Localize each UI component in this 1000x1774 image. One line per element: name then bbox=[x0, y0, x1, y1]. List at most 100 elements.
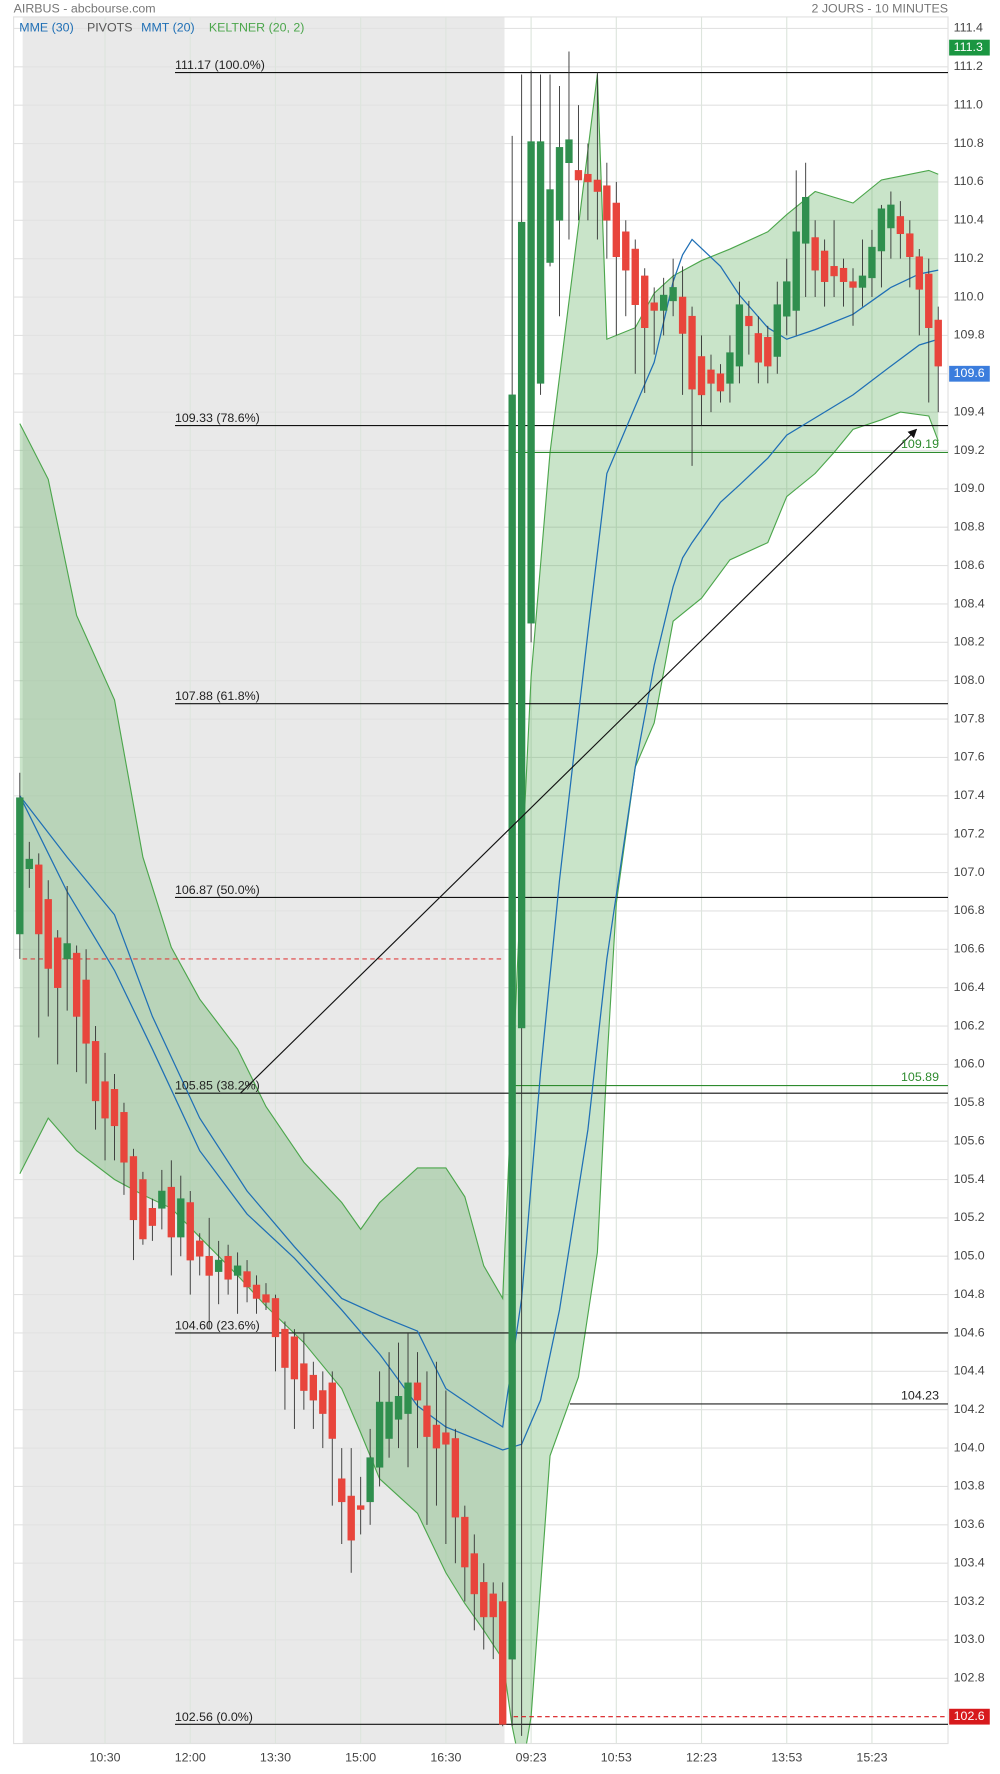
x-tick-label: 12:23 bbox=[686, 1750, 717, 1764]
y-tick-label: 108.4 bbox=[954, 596, 985, 610]
candle-body bbox=[754, 333, 763, 363]
price-badge bbox=[949, 39, 990, 56]
y-tick-label: 106.0 bbox=[954, 1057, 985, 1071]
y-tick-label: 104.6 bbox=[954, 1325, 985, 1339]
candle-body bbox=[224, 1255, 232, 1280]
candle-body bbox=[631, 248, 639, 305]
candle-body bbox=[811, 237, 819, 271]
y-tick-label: 109.8 bbox=[954, 328, 985, 342]
y-tick-label: 108.8 bbox=[954, 520, 985, 534]
candle-body bbox=[442, 1432, 450, 1445]
candle-body bbox=[603, 185, 611, 221]
candle-body bbox=[300, 1363, 308, 1391]
y-tick-label: 103.4 bbox=[954, 1555, 985, 1569]
candle-body bbox=[366, 1457, 374, 1503]
fibonacci-label: 104.60 (23.6%) bbox=[175, 1318, 260, 1332]
y-tick-label: 104.8 bbox=[954, 1287, 985, 1301]
candle-body bbox=[404, 1382, 412, 1414]
candle-body bbox=[290, 1336, 299, 1380]
y-tick-label: 104.2 bbox=[954, 1402, 985, 1416]
y-tick-label: 105.2 bbox=[954, 1210, 985, 1224]
chart-subtitle: 2 JOURS - 10 MINUTES bbox=[812, 1, 949, 15]
candle-body bbox=[783, 281, 791, 317]
keltner-upper bbox=[19, 74, 939, 1301]
y-tick-label: 109.2 bbox=[954, 443, 985, 457]
candle-body bbox=[792, 231, 800, 311]
labels: 102.8 103.0 103.2 103.4 103.6 103.8 104.0 104.2… bbox=[19, 20, 990, 1764]
candle-body bbox=[925, 273, 933, 328]
candle-body bbox=[196, 1240, 204, 1257]
price-badge-label: 111.3 bbox=[954, 40, 983, 54]
y-tick-label: 107.8 bbox=[954, 711, 985, 725]
x-tick-label: 10:30 bbox=[90, 1750, 121, 1764]
y-tick-label: 111.2 bbox=[954, 59, 983, 73]
legend-entry: MMT (20) bbox=[141, 20, 195, 34]
y-tick-label: 108.6 bbox=[954, 558, 985, 572]
candle-body bbox=[461, 1516, 469, 1568]
candle-body bbox=[432, 1424, 441, 1449]
y-tick-label: 105.8 bbox=[954, 1095, 985, 1109]
candle-body bbox=[480, 1582, 488, 1618]
fibonacci-label: 111.17 (100.0%) bbox=[175, 58, 265, 72]
candle-body bbox=[281, 1328, 289, 1368]
y-tick-label: 109.4 bbox=[954, 404, 985, 418]
trend-arrow bbox=[240, 428, 918, 1094]
candle-body bbox=[555, 147, 564, 221]
candle-body bbox=[101, 1081, 109, 1119]
y-tick-label: 104.0 bbox=[954, 1440, 985, 1454]
candle-body bbox=[16, 797, 24, 935]
y-tick-label: 102.8 bbox=[954, 1671, 985, 1685]
y-tick-label: 110.2 bbox=[954, 251, 984, 265]
plot-frame bbox=[13, 16, 949, 1745]
candle-body bbox=[338, 1478, 346, 1503]
candle-body bbox=[205, 1255, 213, 1276]
candle-body bbox=[669, 287, 677, 302]
price-badge bbox=[949, 1708, 990, 1725]
fibonacci-label: 102.56 (0.0%) bbox=[175, 1710, 253, 1724]
x-tick-label: 15:23 bbox=[856, 1750, 887, 1764]
candle-body bbox=[802, 196, 810, 244]
candle-body bbox=[659, 294, 668, 311]
candle-body bbox=[309, 1374, 318, 1401]
x-tick-label: 13:53 bbox=[771, 1750, 802, 1764]
candle-body bbox=[423, 1405, 431, 1437]
legend-entry: PIVOTS bbox=[87, 20, 133, 34]
candle-body bbox=[641, 275, 649, 328]
candle-body bbox=[612, 202, 620, 258]
candle-body bbox=[906, 233, 914, 258]
candle-body bbox=[91, 1041, 100, 1102]
moving-average-line bbox=[19, 238, 939, 1429]
candle-body bbox=[546, 189, 554, 263]
y-tick-label: 105.6 bbox=[954, 1133, 985, 1147]
y-tick-label: 109.0 bbox=[954, 481, 985, 495]
fibonacci-label: 107.88 (61.8%) bbox=[175, 689, 260, 703]
candle-body bbox=[508, 394, 516, 1660]
price-badge-label: 109.6 bbox=[954, 366, 985, 380]
previous-day-shade bbox=[22, 16, 505, 1744]
y-tick-label: 105.4 bbox=[954, 1172, 985, 1186]
candle-body bbox=[319, 1390, 327, 1414]
candle-body bbox=[385, 1401, 393, 1439]
price-badge-label: 102.6 bbox=[954, 1709, 985, 1723]
chart-title: AIRBUS - abcbourse.com bbox=[14, 1, 156, 15]
candle-body bbox=[214, 1259, 223, 1272]
candle-body bbox=[499, 1601, 507, 1725]
candle-body bbox=[63, 943, 71, 960]
x-tick-label: 12:00 bbox=[175, 1750, 206, 1764]
x-tick-label: 13:30 bbox=[260, 1750, 291, 1764]
y-tick-label: 110.0 bbox=[954, 289, 984, 303]
candle-body bbox=[54, 937, 62, 988]
candle-body bbox=[470, 1553, 478, 1595]
candle-body bbox=[858, 275, 867, 288]
candle-body bbox=[243, 1271, 251, 1288]
candle-body bbox=[129, 1156, 138, 1221]
candle-body bbox=[44, 899, 52, 969]
legend-entry: KELTNER (20, 2) bbox=[209, 20, 305, 34]
candle-body bbox=[820, 250, 829, 282]
candle-body bbox=[451, 1438, 460, 1518]
price-badge bbox=[949, 365, 990, 382]
fibonacci-label: 106.87 (50.0%) bbox=[175, 883, 260, 897]
candle-body bbox=[25, 858, 33, 870]
